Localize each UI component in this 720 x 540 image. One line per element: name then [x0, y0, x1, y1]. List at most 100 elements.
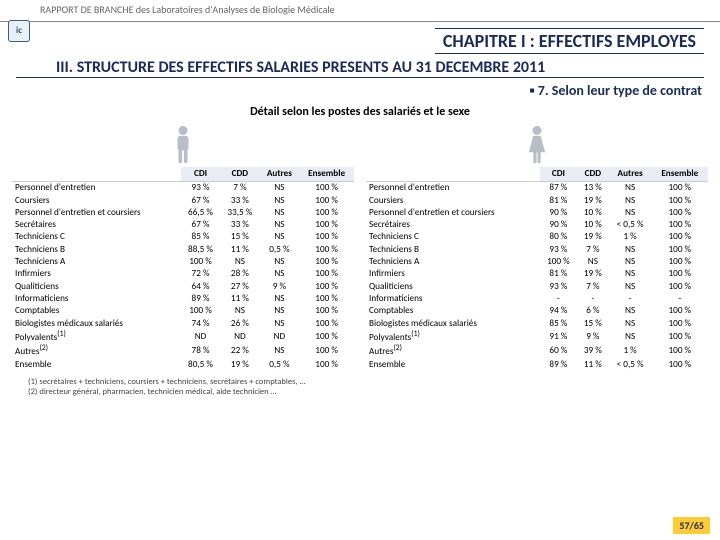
cell: 100 % — [181, 305, 220, 317]
cell: 100 % — [299, 305, 354, 317]
cell: NS — [609, 182, 652, 195]
cell: 85 % — [181, 231, 220, 243]
row-label: Biologistes médicaux salariés — [366, 318, 540, 330]
cell: NS — [609, 195, 652, 207]
cell: NS — [577, 256, 608, 268]
cell: 100 % — [652, 231, 708, 243]
cell: 66,5 % — [181, 207, 220, 219]
cell: 9 % — [260, 281, 300, 293]
cell: 100 % — [299, 268, 354, 280]
cell: ND — [220, 330, 259, 344]
cell: NS — [220, 256, 259, 268]
cell: 93 % — [181, 182, 220, 195]
cell: 100 % — [652, 305, 708, 317]
cell: NS — [609, 207, 652, 219]
male-icon — [172, 125, 194, 165]
cell: 93 % — [540, 244, 577, 256]
row-label: Informaticiens — [366, 293, 540, 305]
cell: 89 % — [540, 359, 577, 371]
male-table: CDICDDAutresEnsemble Personnel d'entreti… — [12, 167, 354, 371]
cell: 94 % — [540, 305, 577, 317]
cell: 19 % — [577, 195, 608, 207]
cell: 100 % — [181, 256, 220, 268]
cell: 93 % — [540, 281, 577, 293]
cell: NS — [609, 256, 652, 268]
cell: NS — [260, 293, 300, 305]
row-label: Biologistes médicaux salariés — [12, 318, 181, 330]
cell: 100 % — [299, 244, 354, 256]
row-label: Qualiticiens — [366, 281, 540, 293]
row-label: Personnel d'entretien et coursiers — [12, 207, 181, 219]
cell: NS — [609, 281, 652, 293]
page-number: 57/65 — [673, 517, 710, 534]
row-label: Autres(2) — [366, 344, 540, 358]
cell: 60 % — [540, 344, 577, 358]
detail-title: Détail selon les postes des salariés et … — [0, 105, 720, 119]
cell: 100 % — [652, 318, 708, 330]
cell: 67 % — [181, 219, 220, 231]
col-header: CDI — [181, 167, 220, 182]
cell: 11 % — [220, 244, 259, 256]
cell: 11 % — [220, 293, 259, 305]
cell: 11 % — [577, 359, 608, 371]
col-header: Autres — [609, 167, 652, 182]
cell: 9 % — [577, 330, 608, 344]
cell: 100 % — [652, 359, 708, 371]
cell: 10 % — [577, 207, 608, 219]
tables-container: CDICDDAutresEnsemble Personnel d'entreti… — [0, 125, 720, 371]
subsection-text: 7. Selon leur type de contrat — [538, 82, 702, 99]
cell: 100 % — [299, 182, 354, 195]
male-table-wrap: CDICDDAutresEnsemble Personnel d'entreti… — [12, 125, 354, 371]
chapter-title: CHAPITRE I : EFFECTIFS EMPLOYES — [435, 28, 704, 54]
cell: 22 % — [220, 344, 259, 358]
row-label: Techniciens B — [12, 244, 181, 256]
row-label: Informaticiens — [12, 293, 181, 305]
row-label: Techniciens C — [366, 231, 540, 243]
cell: 100 % — [299, 318, 354, 330]
cell: 100 % — [299, 219, 354, 231]
cell: 100 % — [652, 281, 708, 293]
row-label: Polyvalents(1) — [366, 330, 540, 344]
row-label: Qualiticiens — [12, 281, 181, 293]
cell: 80 % — [540, 231, 577, 243]
cell: 13 % — [577, 182, 608, 195]
female-icon — [526, 125, 548, 165]
cell: NS — [260, 207, 300, 219]
cell: ND — [260, 330, 300, 344]
row-label: Techniciens A — [12, 256, 181, 268]
cell: 100 % — [299, 330, 354, 344]
female-table-wrap: CDICDDAutresEnsemble Personnel d'entreti… — [366, 125, 708, 371]
cell: 100 % — [299, 344, 354, 358]
col-header: CDI — [540, 167, 577, 182]
cell: 100 % — [652, 207, 708, 219]
cell: NS — [609, 305, 652, 317]
cell: NS — [260, 231, 300, 243]
cell: ND — [181, 330, 220, 344]
cell: - — [540, 293, 577, 305]
cell: NS — [260, 268, 300, 280]
cell: 33 % — [220, 195, 259, 207]
col-header: CDD — [220, 167, 259, 182]
cell: NS — [260, 318, 300, 330]
cell: < 0,5 % — [609, 219, 652, 231]
cell: 78 % — [181, 344, 220, 358]
cell: 7 % — [220, 182, 259, 195]
cell: 100 % — [652, 219, 708, 231]
cell: NS — [260, 195, 300, 207]
cell: 88,5 % — [181, 244, 220, 256]
cell: 81 % — [540, 268, 577, 280]
cell: 100 % — [652, 244, 708, 256]
cell: NS — [260, 256, 300, 268]
row-label: Techniciens B — [366, 244, 540, 256]
row-label: Personnel d'entretien et coursiers — [366, 207, 540, 219]
cell: NS — [260, 305, 300, 317]
cell: NS — [260, 344, 300, 358]
cell: 7 % — [577, 244, 608, 256]
cell: 15 % — [220, 231, 259, 243]
cell: 100 % — [299, 293, 354, 305]
cell: 100 % — [652, 182, 708, 195]
section-title: III. STRUCTURE DES EFFECTIFS SALARIES PR… — [16, 56, 704, 78]
cell: 100 % — [299, 281, 354, 293]
cell: 87 % — [540, 182, 577, 195]
cell: 72 % — [181, 268, 220, 280]
